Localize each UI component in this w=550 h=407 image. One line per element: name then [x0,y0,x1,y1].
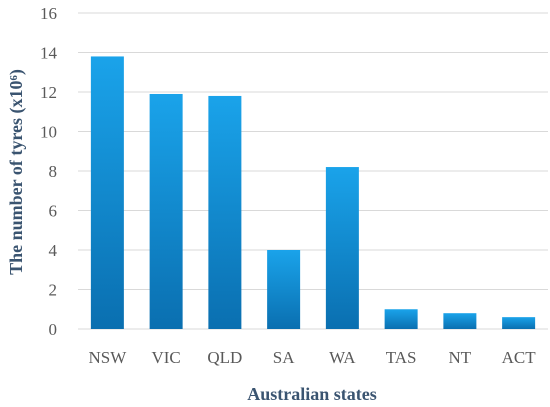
x-tick-label: NSW [88,348,127,367]
bar-nsw [90,56,124,329]
y-tick-label: 8 [49,162,58,181]
x-tick-label: TAS [386,348,417,367]
bar-tas [384,309,418,329]
y-tick-label: 10 [40,123,57,142]
bar-vic [149,93,183,329]
y-tick-label: 14 [40,44,58,63]
x-tick-label: WA [329,348,356,367]
x-tick-label: SA [273,348,295,367]
gridlines [78,12,548,330]
y-axis-title: The number of tyres (x10⁶) [6,69,27,275]
x-tick-label: NT [449,348,472,367]
bar-nt [443,313,477,329]
y-tick-label: 12 [40,83,57,102]
bars [90,56,536,329]
x-tick-label: QLD [207,348,242,367]
y-tick-label: 2 [49,281,58,300]
bar-act [502,317,536,329]
x-tick-label: ACT [502,348,537,367]
bar-sa [267,250,301,329]
bar-wa [325,167,359,329]
x-tick-label: VIC [151,348,180,367]
x-axis-tick-labels: NSW VIC QLD SA WA TAS NT ACT [88,348,536,367]
y-tick-label: 0 [49,320,58,339]
bar-qld [208,95,242,329]
x-axis-title: Australian states [247,384,377,404]
y-axis-tick-labels: 0 2 4 6 8 10 12 14 16 [40,4,58,339]
y-tick-label: 6 [49,202,58,221]
y-tick-label: 16 [40,4,57,23]
y-tick-label: 4 [49,241,58,260]
